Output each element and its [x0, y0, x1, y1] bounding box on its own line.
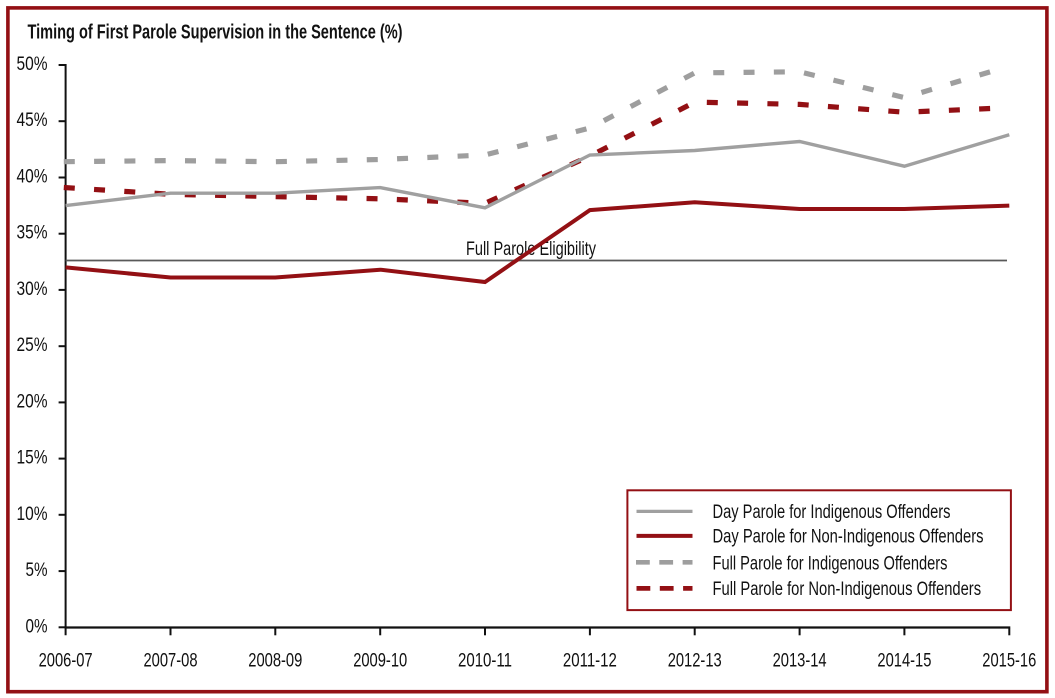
svg-text:2014-15: 2014-15	[877, 651, 931, 672]
svg-text:2012-13: 2012-13	[668, 651, 722, 672]
svg-text:Timing of First Parole Supervi: Timing of First Parole Supervision in th…	[28, 22, 403, 44]
svg-text:2007-08: 2007-08	[144, 651, 198, 672]
svg-text:15%: 15%	[17, 448, 48, 469]
svg-text:Day Parole for Non-Indigenous: Day Parole for Non-Indigenous Offenders	[713, 527, 984, 548]
svg-text:2006-07: 2006-07	[39, 651, 93, 672]
svg-text:2015-16: 2015-16	[982, 651, 1036, 672]
svg-text:20%: 20%	[17, 391, 48, 412]
svg-text:2008-09: 2008-09	[248, 651, 302, 672]
svg-text:35%: 35%	[17, 223, 48, 244]
svg-text:40%: 40%	[17, 167, 48, 188]
svg-text:5%: 5%	[26, 560, 48, 581]
svg-text:2010-11: 2010-11	[458, 651, 512, 672]
svg-text:50%: 50%	[17, 54, 48, 75]
svg-text:2011-12: 2011-12	[563, 651, 617, 672]
svg-text:2009-10: 2009-10	[353, 651, 407, 672]
svg-text:2013-14: 2013-14	[773, 651, 827, 672]
svg-text:45%: 45%	[17, 110, 48, 131]
svg-text:25%: 25%	[17, 335, 48, 356]
svg-text:0%: 0%	[26, 616, 48, 637]
svg-text:Day Parole for Indigenous Offe: Day Parole for Indigenous Offenders	[713, 502, 951, 523]
svg-text:Full Parole for Indigenous Off: Full Parole for Indigenous Offenders	[713, 554, 948, 575]
svg-text:30%: 30%	[17, 279, 48, 300]
svg-text:Full Parole for Non-Indigenous: Full Parole for Non-Indigenous Offenders	[713, 579, 982, 600]
svg-text:10%: 10%	[17, 504, 48, 525]
